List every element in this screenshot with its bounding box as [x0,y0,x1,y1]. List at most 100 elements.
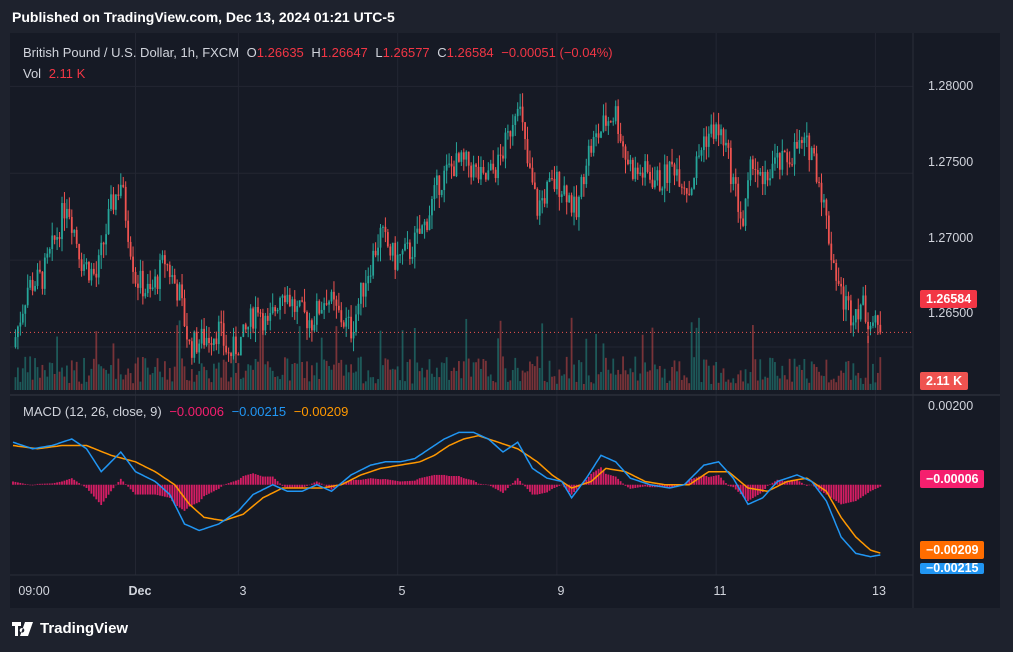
volume-bar [536,356,539,390]
volume-bar [19,381,22,390]
volume-bar [394,369,397,390]
volume-bar [725,381,727,390]
volume-bar [352,372,355,390]
volume-bar [176,325,179,390]
candle-body [220,321,223,324]
macd-hist-bar [17,482,19,485]
volume-bar [607,369,610,390]
candle-body [401,250,404,255]
macd-hist-bar [830,484,833,498]
candle-body [867,321,869,330]
volume-legend[interactable]: Vol 2.11 K [23,66,85,81]
macd-hist-bar [181,484,183,510]
volume-bar [102,368,105,390]
candle-body [499,154,502,156]
volume-bar [200,363,203,390]
volume-bar [335,326,338,390]
candle-body [124,186,127,221]
candle-body [404,243,406,251]
macd-hist-bar [715,475,718,485]
volume-bar [533,366,536,390]
volume-bar [720,372,722,390]
macd-hist-bar [810,484,813,486]
macd-hist-bar [832,484,835,500]
volume-bar [266,361,269,390]
macd-hist-bar [541,484,544,494]
candle-body [291,299,294,307]
macd-hist-bar [671,484,673,488]
volume-bar [306,361,308,390]
macd-hist-bar [494,484,497,489]
volume-bar [774,362,776,390]
candle-body [288,294,291,307]
volume-bar [311,365,313,390]
volume-bar [188,380,191,390]
macd-hist-bar [617,478,620,485]
macd-signal-tag: −0.00209 [920,541,985,559]
candle-body [205,337,208,346]
volume-bar [693,357,695,390]
symbol-legend[interactable]: British Pound / U.S. Dollar, 1h, FXCM O1… [23,45,613,60]
tradingview-logo[interactable]: TradingView [12,620,128,637]
volume-bar [668,380,671,390]
open-value: 1.26635 [256,45,304,60]
macd-hist-bar [622,483,624,485]
macd-hist-bar [744,484,747,499]
candle-body [396,254,399,270]
candle-body [854,309,857,323]
macd-hist-bar [690,479,693,485]
macd-hist-bar [631,484,634,489]
candle-body [798,140,801,149]
volume-bar [857,372,860,390]
macd-hist-bar [389,479,392,485]
candle-body [698,155,700,157]
macd-hist-bar [703,474,705,485]
volume-bar [502,356,504,390]
volume-bar [85,381,88,390]
candle-body [161,255,164,260]
volume-bar [460,378,463,390]
volume-bar [791,381,793,390]
candle-body [97,255,100,278]
macd-legend[interactable]: MACD (12, 26, close, 9) −0.00006 −0.0021… [23,404,348,419]
volume-bar [575,381,578,390]
candle-body [107,208,110,235]
macd-hist-bar [717,474,720,485]
volume-bar [529,361,531,390]
volume-bar [462,361,465,390]
macd-hist-bar [570,484,573,495]
volume-bar [847,360,850,390]
macd-hist-bar [254,474,257,485]
macd-hist-bar [668,484,671,488]
volume-bar [372,377,375,390]
volume-bar [744,369,747,390]
candle-body [541,198,544,201]
macd-hist-bar [159,484,161,496]
candle-body [279,297,281,310]
volume-bar [683,375,686,390]
chart-canvas[interactable] [10,33,1000,608]
macd-hist-bar [639,484,642,488]
macd-hist-bar [225,483,228,485]
volume-bar [492,380,495,390]
volume-bar [345,364,348,390]
volume-bar [644,362,646,390]
volume-bar [288,380,291,390]
candle-body [21,313,24,323]
volume-bar [360,356,362,390]
macd-hist-bar [352,479,355,485]
candle-body [644,161,646,178]
volume-bar [803,358,806,390]
candle-body [680,186,683,188]
candle-body [176,283,179,301]
macd-hist-bar [438,474,441,485]
macd-hist-bar [355,479,357,485]
candle-body [70,216,73,233]
volume-bar [548,360,551,390]
volume-bar [291,364,294,390]
macd-hist-bar [835,484,838,502]
candle-body [754,168,757,171]
high-label: H [311,45,321,60]
candle-body [409,242,411,259]
volume-bar [438,377,441,390]
